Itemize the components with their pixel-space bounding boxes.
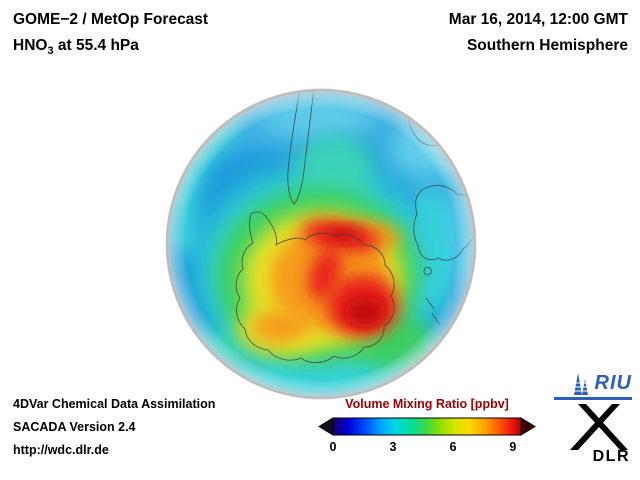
colorbar <box>318 417 536 441</box>
colorbar-tick-3: 3 <box>389 440 397 454</box>
plot-title-block: GOME−2 / MetOp Forecast HNO3 at 55.4 hPa <box>13 7 208 64</box>
dlr-logo: DLR <box>570 404 630 466</box>
dlr-emblem-icon <box>570 404 628 450</box>
colorbar-tick-0: 0 <box>329 440 337 454</box>
riu-logo: RIU <box>554 371 632 400</box>
riu-logo-underline <box>554 397 632 400</box>
species-formula-subscript: 3 <box>47 45 54 58</box>
credits-block: 4DVar Chemical Data Assimilation SACADA … <box>13 393 215 462</box>
species-formula: HNO <box>13 37 48 54</box>
colorbar-left-arrow <box>318 417 334 436</box>
colorbar-right-arrow <box>520 417 536 436</box>
globe-svg <box>165 88 477 400</box>
chemical-field-layer <box>167 90 475 398</box>
data-url: http://wdc.dlr.de <box>13 443 109 457</box>
hemisphere-map <box>163 86 479 402</box>
colorbar-ticks: 0 3 6 9 <box>318 440 536 456</box>
colorbar-tick-9: 9 <box>509 440 517 454</box>
plot-date-block: Mar 16, 2014, 12:00 GMT Southern Hemisph… <box>449 7 628 59</box>
instrument-title: GOME−2 / MetOp Forecast <box>13 11 209 28</box>
colorbar-title: Volume Mixing Ratio [ppbv] <box>345 397 509 411</box>
forecast-datetime: Mar 16, 2014, 12:00 GMT <box>448 11 628 28</box>
version-credit: SACADA Version 2.4 <box>13 420 136 434</box>
globe-limb-shading <box>167 90 475 398</box>
pressure-level-text: at 55.4 hPa <box>53 37 139 54</box>
species-level-title: HNO3 at 55.4 hPa <box>13 33 208 64</box>
colorbar-body <box>332 417 522 436</box>
riu-cathedral-icon <box>572 373 589 395</box>
dlr-logo-text: DLR <box>592 448 630 465</box>
riu-logo-row: RIU <box>554 371 632 395</box>
globe-outline <box>166 89 476 399</box>
assimilation-credit: 4DVar Chemical Data Assimilation <box>13 397 216 411</box>
colorbar-gradient <box>318 417 536 436</box>
colorbar-tick-6: 6 <box>449 440 457 454</box>
riu-logo-text: RIU <box>594 372 632 394</box>
hemisphere-label: Southern Hemisphere <box>466 37 628 54</box>
